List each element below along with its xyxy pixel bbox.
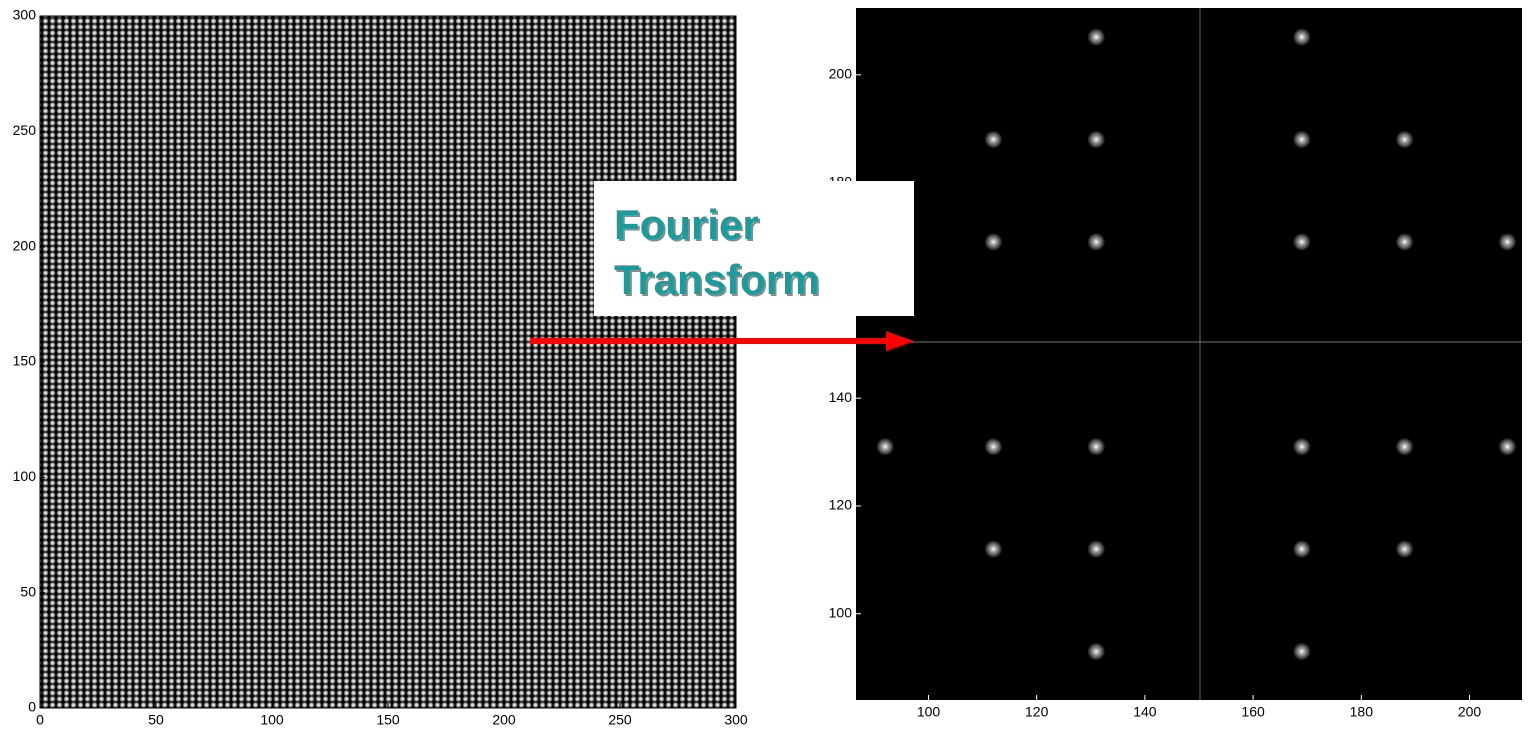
spectral-peak xyxy=(1087,540,1105,558)
y-tick-label: 200 xyxy=(829,66,853,82)
y-tick-label: 100 xyxy=(13,468,37,484)
y-tick-label: 150 xyxy=(13,353,37,369)
spectral-peak xyxy=(1293,642,1311,660)
x-tick-label: 0 xyxy=(36,712,44,728)
y-tick-label: 50 xyxy=(20,583,36,599)
spectral-peak xyxy=(1498,233,1516,251)
spectral-peak xyxy=(1293,28,1311,46)
spectral-peak xyxy=(1087,438,1105,456)
spectral-peak xyxy=(984,438,1002,456)
spectral-peak xyxy=(1396,233,1414,251)
spectral-peak xyxy=(1293,438,1311,456)
spectral-peak xyxy=(1396,540,1414,558)
annotation: Fourier xyxy=(614,201,759,248)
x-tick-label: 100 xyxy=(917,704,941,720)
spectral-peak xyxy=(984,540,1002,558)
x-tick-label: 200 xyxy=(1458,704,1482,720)
x-tick-label: 140 xyxy=(1133,704,1157,720)
x-tick-label: 100 xyxy=(260,712,284,728)
x-tick-label: 160 xyxy=(1241,704,1265,720)
y-tick-label: 0 xyxy=(28,699,36,715)
spectral-peak xyxy=(876,438,894,456)
y-tick-label: 100 xyxy=(829,604,853,620)
x-tick-label: 200 xyxy=(492,712,516,728)
x-tick-label: 250 xyxy=(608,712,632,728)
spectral-peak xyxy=(984,233,1002,251)
spectral-peak xyxy=(1293,131,1311,149)
y-tick-label: 250 xyxy=(13,122,37,138)
spectral-peak xyxy=(1293,540,1311,558)
annotation: Transform xyxy=(614,256,819,303)
spectral-peak xyxy=(1087,131,1105,149)
figure: 0 50 100 150 200 250 300 0 50 100 150 200 250 300 100 1… xyxy=(0,0,1529,730)
spectral-peak xyxy=(1498,438,1516,456)
spectral-peak xyxy=(1087,642,1105,660)
fourier-image xyxy=(856,8,1522,700)
spectral-peak xyxy=(1087,233,1105,251)
spectral-peak xyxy=(1396,131,1414,149)
x-tick-label: 180 xyxy=(1350,704,1374,720)
x-tick-label: 300 xyxy=(724,712,748,728)
spectral-peak xyxy=(1293,233,1311,251)
y-tick-label: 140 xyxy=(829,389,853,405)
spectral-peak xyxy=(984,131,1002,149)
x-tick-label: 120 xyxy=(1025,704,1049,720)
x-tick-label: 150 xyxy=(376,712,400,728)
x-tick-label: 50 xyxy=(148,712,164,728)
lattice-image xyxy=(40,16,736,708)
y-tick-label: 200 xyxy=(13,237,37,253)
spectral-peak xyxy=(1087,28,1105,46)
spectral-peak xyxy=(1396,438,1414,456)
y-tick-label: 120 xyxy=(829,497,853,513)
y-tick-label: 300 xyxy=(13,7,37,23)
